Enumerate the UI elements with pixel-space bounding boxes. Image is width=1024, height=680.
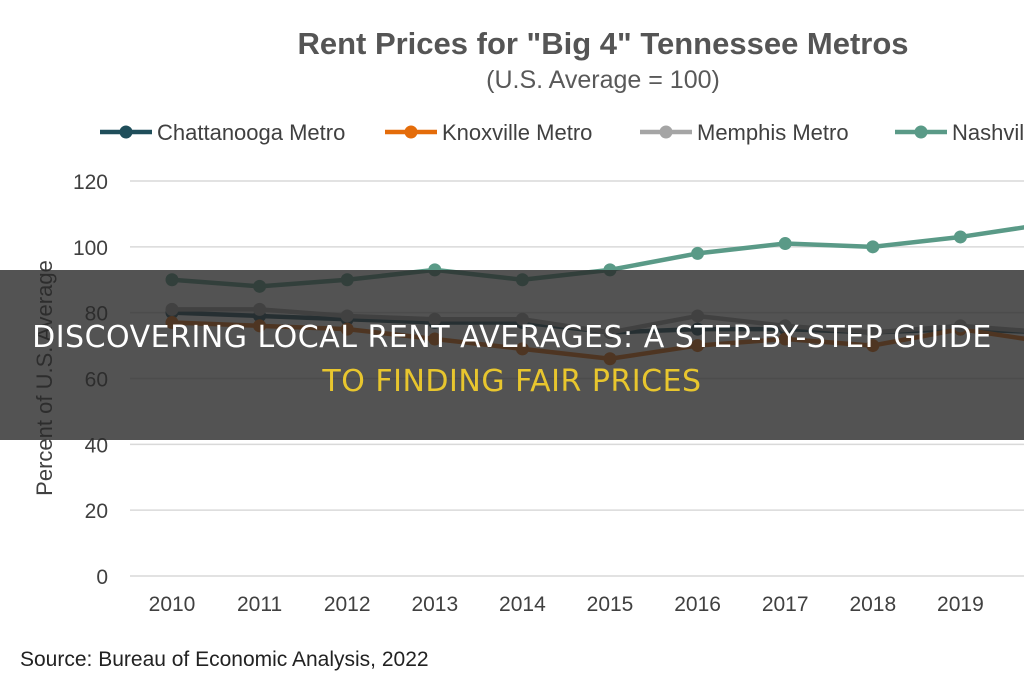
x-tick-label: 2019 bbox=[937, 593, 984, 616]
headline-line-2: TO FINDING FAIR PRICES bbox=[322, 364, 702, 399]
y-tick-label: 40 bbox=[85, 434, 108, 457]
legend-swatch-marker bbox=[659, 125, 673, 139]
data-point bbox=[778, 237, 792, 251]
y-tick-label: 120 bbox=[73, 171, 108, 194]
legend-swatch-marker bbox=[914, 125, 928, 139]
x-tick-labels: 2010 2011 2012 2013 2014 2015 2016 2017 2018 2019… bbox=[149, 593, 984, 616]
legend-label: Nashville Metro bbox=[952, 120, 1024, 145]
headline-banner bbox=[0, 270, 1024, 440]
x-tick-label: 2018 bbox=[849, 593, 896, 616]
source-note: Source: Bureau of Economic Analysis, 202… bbox=[20, 648, 429, 671]
x-tick-label: 2013 bbox=[411, 593, 458, 616]
data-point bbox=[691, 246, 705, 260]
x-tick-label: 2014 bbox=[499, 593, 546, 616]
x-tick-label: 2010 bbox=[149, 593, 196, 616]
y-tick-label: 100 bbox=[73, 237, 108, 260]
data-point bbox=[953, 230, 967, 244]
legend-swatch-marker bbox=[119, 125, 133, 139]
data-point bbox=[866, 240, 880, 254]
legend-entry: Chattanooga Metro bbox=[100, 120, 345, 145]
chart-subtitle: (U.S. Average = 100) bbox=[486, 66, 720, 94]
y-tick-label: 0 bbox=[96, 566, 108, 589]
legend-entry: Knoxville Metro bbox=[385, 120, 592, 145]
legend: Chattanooga Metro Knoxville Metro Memphis … bbox=[100, 120, 1024, 145]
legend-label: Chattanooga Metro bbox=[157, 120, 345, 145]
headline-line-1: DISCOVERING LOCAL RENT AVERAGES: A STEP-… bbox=[32, 320, 992, 355]
legend-entry: Nashville Metro bbox=[895, 120, 1024, 145]
x-tick-label: 2011 bbox=[237, 593, 282, 616]
x-tick-label: 2017 bbox=[762, 593, 809, 616]
legend-entry: Memphis Metro bbox=[640, 120, 849, 145]
legend-label: Memphis Metro bbox=[697, 120, 849, 145]
y-tick-label: 20 bbox=[85, 500, 108, 523]
legend-label: Knoxville Metro bbox=[442, 120, 592, 145]
x-tick-label: 2015 bbox=[587, 593, 634, 616]
x-tick-label: 2012 bbox=[324, 593, 371, 616]
chart-title: Rent Prices for "Big 4" Tennessee Metros bbox=[297, 26, 908, 61]
x-tick-label: 2016 bbox=[674, 593, 721, 616]
legend-swatch-marker bbox=[404, 125, 418, 139]
